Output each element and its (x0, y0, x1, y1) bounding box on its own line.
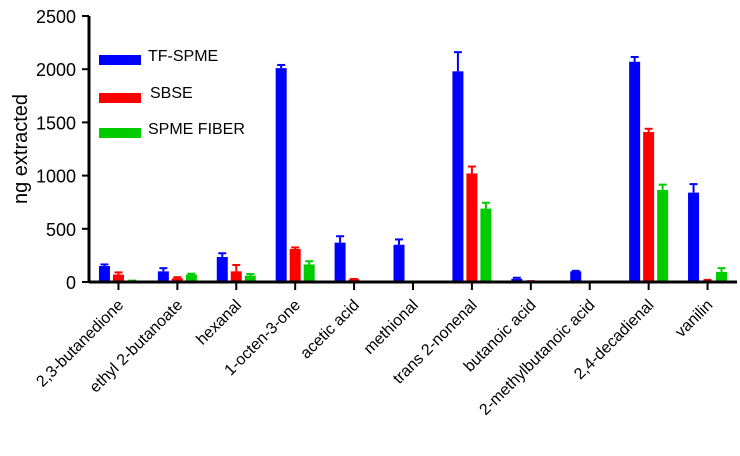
legend-label-sbse: SBSE (150, 85, 193, 102)
bar-sbse-1-octen-3-one (289, 249, 301, 282)
bar-tf-spme-2-3-butanedione (98, 266, 110, 282)
y-tick-label-500: 500 (46, 220, 76, 240)
x-tick-label-2-methylbutanoic-acid: 2-methylbutanoic acid (476, 297, 598, 419)
x-tick-label-acetic-acid: acetic acid (297, 297, 362, 362)
y-tick-label-2000: 2000 (36, 60, 76, 80)
bar-sbse-2-4-decadienal (643, 131, 655, 282)
x-tick-label-hexanal: hexanal (193, 297, 245, 349)
bar-sbse-hexanal (230, 271, 242, 282)
bar-tf-spme-vanilin (688, 192, 700, 282)
bar-tf-spme-trans-2-nonenal (452, 71, 464, 282)
bar-spme-fiber-1-octen-3-one (303, 264, 315, 282)
legend-swatch-sbse (99, 93, 141, 103)
y-tick-label-1500: 1500 (36, 113, 76, 133)
bar-tf-spme-butanoic-acid (511, 278, 523, 282)
ticks-layer: 0 500 1000 1500 2000 2500 (36, 7, 709, 293)
y-axis-label: ng extracted (10, 94, 32, 204)
bar-tf-spme-hexanal (216, 256, 228, 282)
bar-sbse-trans-2-nonenal (466, 173, 478, 282)
legend: TF-SPME SBSE SPME FIBER (99, 48, 245, 138)
legend-label-spme-fiber: SPME FIBER (148, 121, 245, 138)
x-tick-label-methional: methional (361, 297, 422, 358)
bar-spme-fiber-hexanal (244, 275, 256, 282)
bar-tf-spme-1-octen-3-one (275, 68, 287, 282)
bar-tf-spme-ethyl-2-butanoate (157, 271, 169, 282)
bar-tf-spme-acetic-acid (334, 242, 346, 282)
y-tick-label-1000: 1000 (36, 167, 76, 187)
legend-label-tf-spme: TF-SPME (148, 48, 218, 65)
bar-sbse-2-3-butanedione (112, 274, 124, 282)
legend-swatch-spme-fiber (99, 128, 141, 138)
y-tick-label-2500: 2500 (36, 7, 76, 27)
bars-layer (98, 61, 728, 282)
bar-spme-fiber-ethyl-2-butanoate (185, 274, 197, 282)
bar-sbse-ethyl-2-butanoate (171, 278, 183, 282)
x-tick-label-vanilin: vanilin (672, 297, 716, 341)
bar-tf-spme-2-methylbutanoic-acid (570, 271, 582, 282)
bar-spme-fiber-2-4-decadienal (657, 189, 669, 282)
y-tick-label-0: 0 (66, 273, 76, 293)
bar-spme-fiber-trans-2-nonenal (480, 208, 492, 282)
bar-tf-spme-methional (393, 244, 405, 282)
bar-tf-spme-2-4-decadienal (629, 61, 641, 282)
bar-spme-fiber-vanilin (716, 271, 728, 282)
legend-swatch-tf-spme (99, 55, 141, 65)
